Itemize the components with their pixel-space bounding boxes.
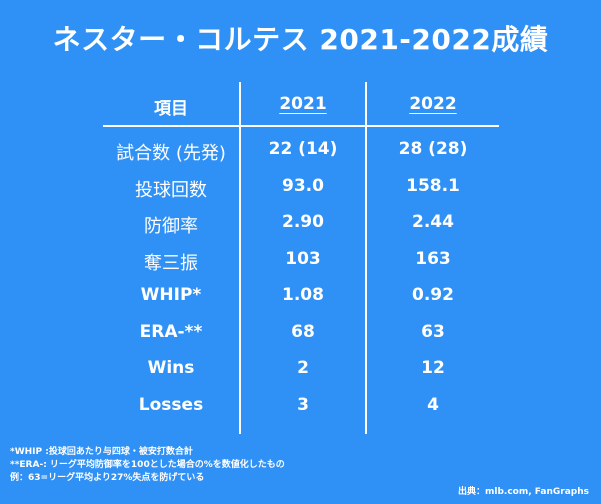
column-divider [239, 82, 241, 434]
footnote-example: 例：63=リーグ平均より27%失点を防げている [10, 473, 205, 483]
value-2022: 28 (28) [398, 139, 468, 159]
row-label: 奪三振 [144, 252, 198, 274]
value-2022: 163 [415, 248, 451, 269]
row-label: ERA-** [139, 321, 203, 342]
row-label: Wins [147, 358, 195, 378]
value-2021: 2.90 [282, 212, 324, 232]
row-label: Losses [138, 394, 204, 415]
header-item: 項目 [154, 99, 188, 119]
footnote-era: **ERA-: リーグ平均防御率を100とした場合の%を数値化したもの [10, 460, 285, 470]
stats-table: 項目 2021 2022 試合数 (先発) 22 (14) 28 (28) 投球回数 9… [103, 82, 499, 442]
value-2021: 22 (14) [268, 139, 338, 159]
value-2021: 103 [285, 248, 321, 269]
source-credit: 出典：mlb.com, FanGraphs [458, 487, 589, 497]
value-2022: 158.1 [406, 175, 460, 196]
value-2022: 12 [421, 358, 445, 378]
value-2022: 0.92 [412, 285, 454, 305]
header-2021: 2021 [279, 94, 327, 114]
value-2022: 4 [427, 394, 439, 415]
row-label: WHIP* [140, 285, 202, 305]
value-2021: 68 [291, 321, 315, 342]
value-2021: 3 [297, 394, 309, 415]
value-2021: 93.0 [282, 175, 324, 196]
row-label: 防御率 [144, 216, 198, 237]
header-divider [103, 125, 499, 127]
row-label: 試合数 (先発) [116, 143, 226, 164]
column-divider [365, 82, 367, 434]
row-label: 投球回数 [135, 179, 207, 201]
value-2021: 2 [297, 358, 309, 378]
header-2022: 2022 [409, 94, 457, 114]
footnotes: *WHIP :投球回あたり与四球・被安打数合計 **ERA-: リーグ平均防御率… [10, 446, 285, 485]
value-2022: 63 [421, 321, 445, 342]
value-2021: 1.08 [282, 285, 324, 305]
page-title: ネスター・コルテス 2021-2022成績 [52, 23, 549, 56]
footnote-whip: *WHIP :投球回あたり与四球・被安打数合計 [10, 447, 193, 457]
value-2022: 2.44 [412, 212, 454, 232]
